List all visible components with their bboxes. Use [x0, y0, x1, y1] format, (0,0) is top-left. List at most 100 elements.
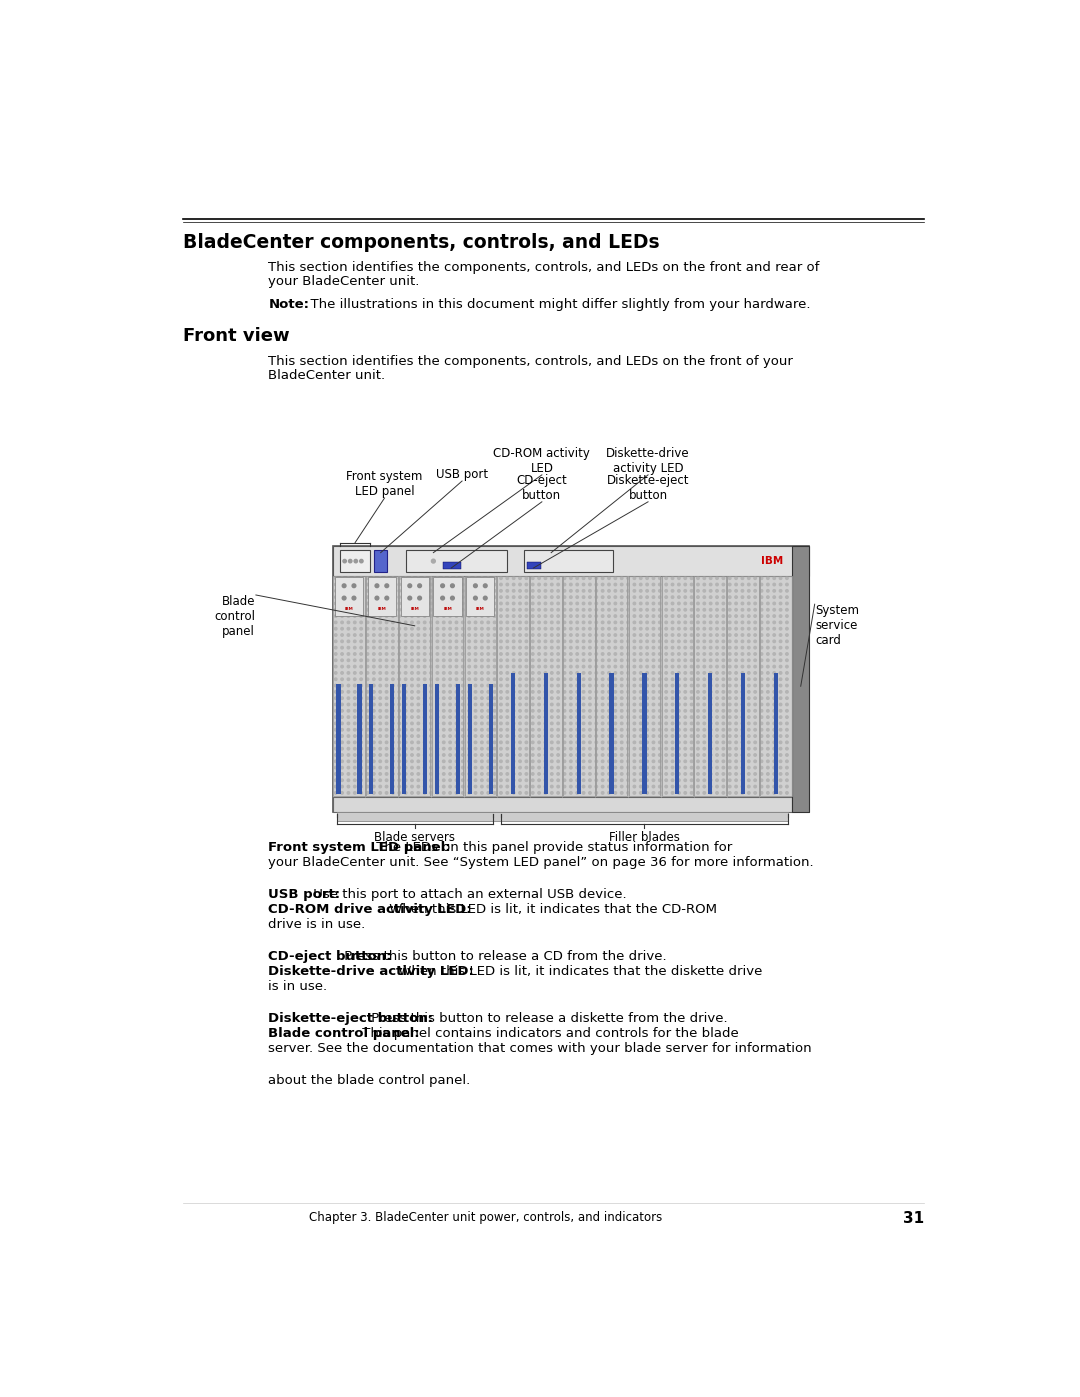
- Circle shape: [417, 703, 419, 705]
- Circle shape: [352, 584, 355, 588]
- Circle shape: [360, 715, 363, 718]
- Circle shape: [399, 690, 401, 693]
- Circle shape: [723, 647, 725, 648]
- Circle shape: [615, 747, 617, 750]
- Circle shape: [430, 780, 432, 781]
- Circle shape: [633, 703, 636, 705]
- Circle shape: [716, 722, 718, 725]
- Circle shape: [481, 597, 483, 598]
- Circle shape: [747, 728, 750, 731]
- Circle shape: [633, 602, 636, 605]
- Circle shape: [595, 747, 597, 750]
- Circle shape: [665, 760, 667, 763]
- Circle shape: [646, 735, 648, 738]
- Circle shape: [697, 652, 699, 655]
- Text: Diskette-eject
button: Diskette-eject button: [607, 474, 689, 502]
- Circle shape: [481, 652, 483, 655]
- Circle shape: [754, 590, 756, 592]
- Circle shape: [589, 652, 591, 655]
- Circle shape: [690, 685, 693, 687]
- Circle shape: [672, 767, 674, 768]
- Circle shape: [747, 754, 750, 756]
- Circle shape: [373, 722, 375, 725]
- Circle shape: [754, 652, 756, 655]
- Circle shape: [780, 703, 782, 705]
- Circle shape: [582, 785, 584, 788]
- Circle shape: [373, 590, 375, 592]
- Circle shape: [512, 627, 515, 630]
- Circle shape: [602, 785, 604, 788]
- Circle shape: [576, 742, 579, 743]
- Circle shape: [443, 584, 445, 585]
- Circle shape: [576, 647, 579, 648]
- Circle shape: [512, 722, 515, 725]
- Circle shape: [430, 577, 432, 580]
- Circle shape: [773, 615, 775, 617]
- Circle shape: [747, 602, 750, 605]
- Circle shape: [773, 735, 775, 738]
- Circle shape: [531, 622, 534, 623]
- Circle shape: [399, 590, 401, 592]
- Circle shape: [551, 773, 553, 775]
- Circle shape: [551, 747, 553, 750]
- Circle shape: [456, 690, 458, 693]
- Circle shape: [399, 652, 401, 655]
- Circle shape: [665, 715, 667, 718]
- Circle shape: [353, 672, 356, 675]
- Circle shape: [767, 602, 769, 605]
- Circle shape: [512, 615, 515, 617]
- Circle shape: [690, 722, 693, 725]
- Circle shape: [767, 634, 769, 636]
- Text: When this LED is lit, it indicates that the diskette drive: When this LED is lit, it indicates that …: [394, 965, 762, 978]
- Circle shape: [449, 728, 451, 731]
- Circle shape: [716, 659, 718, 662]
- Circle shape: [576, 685, 579, 687]
- Circle shape: [512, 703, 515, 705]
- Circle shape: [767, 780, 769, 781]
- Circle shape: [741, 773, 744, 775]
- Circle shape: [341, 672, 343, 675]
- Circle shape: [468, 780, 471, 781]
- Circle shape: [729, 597, 731, 598]
- Circle shape: [659, 584, 661, 585]
- Circle shape: [347, 715, 350, 718]
- Circle shape: [341, 577, 343, 580]
- Circle shape: [652, 602, 654, 605]
- Circle shape: [684, 584, 687, 585]
- Circle shape: [602, 710, 604, 712]
- Circle shape: [487, 647, 489, 648]
- Text: CD-ROM drive activity LED:: CD-ROM drive activity LED:: [268, 904, 472, 916]
- Circle shape: [595, 672, 597, 675]
- Circle shape: [665, 640, 667, 643]
- Circle shape: [665, 780, 667, 781]
- Circle shape: [723, 703, 725, 705]
- Circle shape: [487, 659, 489, 662]
- Circle shape: [360, 792, 363, 793]
- Circle shape: [665, 609, 667, 610]
- Circle shape: [773, 584, 775, 585]
- Circle shape: [734, 703, 738, 705]
- Circle shape: [500, 640, 502, 643]
- Text: about the blade control panel.: about the blade control panel.: [268, 1074, 471, 1087]
- Circle shape: [410, 690, 414, 693]
- Circle shape: [386, 722, 388, 725]
- Circle shape: [551, 659, 553, 662]
- Circle shape: [487, 602, 489, 605]
- Circle shape: [780, 685, 782, 687]
- Circle shape: [512, 665, 515, 668]
- Circle shape: [710, 678, 712, 680]
- Circle shape: [538, 609, 540, 610]
- Bar: [511, 673, 515, 795]
- Circle shape: [747, 678, 750, 680]
- Circle shape: [436, 640, 438, 643]
- Circle shape: [684, 634, 687, 636]
- Circle shape: [404, 710, 407, 712]
- Circle shape: [500, 735, 502, 738]
- Circle shape: [582, 659, 584, 662]
- Circle shape: [468, 767, 471, 768]
- Circle shape: [474, 615, 476, 617]
- Circle shape: [335, 622, 337, 623]
- Circle shape: [608, 722, 610, 725]
- Circle shape: [659, 634, 661, 636]
- Circle shape: [626, 767, 630, 768]
